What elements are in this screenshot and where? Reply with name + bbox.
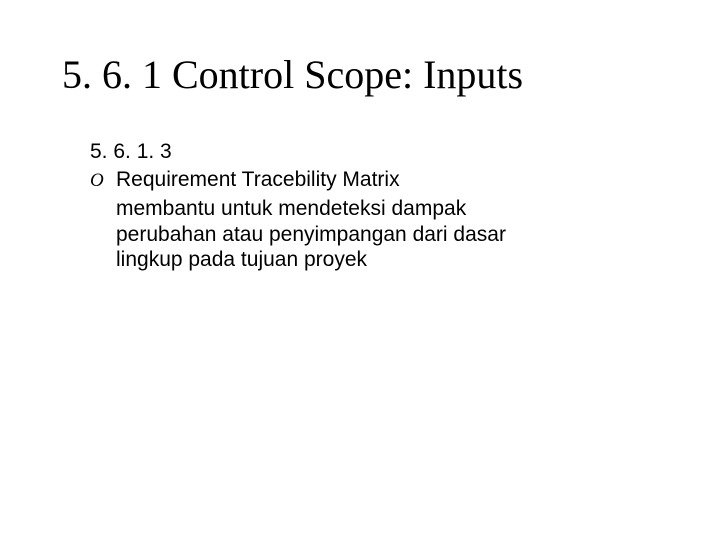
slide: 5. 6. 1 Control Scope: Inputs 5. 6. 1. 3… bbox=[0, 0, 720, 540]
bullet-description: membantu untuk mendeteksi dampak perubah… bbox=[116, 196, 546, 273]
bullet-label: Requirement Tracebility Matrix bbox=[116, 168, 400, 192]
bullet-marker-icon: O bbox=[90, 170, 116, 192]
section-number: 5. 6. 1. 3 bbox=[90, 140, 630, 164]
bullet-item: O Requirement Tracebility Matrix bbox=[90, 168, 630, 192]
slide-title: 5. 6. 1 Control Scope: Inputs bbox=[62, 52, 670, 98]
slide-body: 5. 6. 1. 3 O Requirement Tracebility Mat… bbox=[90, 140, 630, 273]
